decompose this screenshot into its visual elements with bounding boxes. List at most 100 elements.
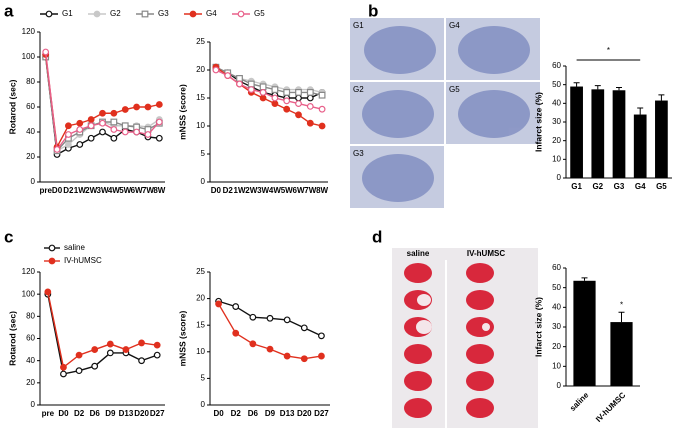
x-tick-label: D2 [63,186,74,195]
y-tick-label: 0 [31,177,36,186]
x-tick-label: D6 [90,409,101,418]
panel-letter: a [4,1,14,20]
y-tick-label: 80 [26,77,35,86]
point [110,118,118,126]
series-line [47,291,158,369]
point [99,119,106,127]
legend-marker [189,10,197,18]
point [232,303,240,310]
x-tick-label: G2 [592,182,603,191]
error-bar [594,85,601,90]
point [138,357,145,365]
point [224,72,232,79]
point [76,119,84,127]
x-tick-label: G4 [635,182,646,191]
legend-marker [48,244,56,252]
x-tick-label: G1 [571,182,582,191]
point [65,131,72,138]
slice [466,371,494,391]
point [318,352,325,360]
point [106,349,114,357]
point [271,100,279,107]
brain-slice [362,90,434,138]
y-tick-label: 10 [196,121,205,130]
point [212,66,220,74]
legend-label: IV-hUMSC [64,256,102,265]
y-tick-label: 10 [552,361,561,370]
point [295,100,302,107]
image-label: G3 [353,149,364,158]
panel-letter: c [4,227,13,246]
x-tick-label: 5W [281,186,293,195]
y-tick-label: 120 [22,27,36,36]
legend-marker [45,10,53,18]
point [266,345,274,353]
point [306,102,314,110]
y-tick-label: 0 [557,173,562,182]
point [249,340,257,348]
point [318,91,326,99]
point [236,74,243,82]
x-tick-label: G3 [614,182,625,191]
point [110,109,118,117]
point [153,351,161,359]
x-tick-label: 7W [142,186,154,195]
y-axis-label: Rotarod (sec) [7,79,17,134]
brain-slice [458,26,530,74]
y-tick-label: 40 [552,98,561,107]
y-tick-label: 30 [552,117,561,126]
point [153,341,161,349]
x-tick-label: D0 [211,186,222,195]
y-tick-label: 15 [196,320,205,329]
legend-label: G5 [254,9,265,18]
point [44,288,52,296]
point [155,134,163,142]
point [306,88,314,96]
point [318,105,326,113]
point [271,94,279,102]
point [87,122,95,130]
x-tick-label: pre [42,409,55,418]
infarct [416,320,432,334]
point [60,370,67,378]
y-tick-label: 30 [552,322,561,331]
point [138,339,145,347]
y-tick-label: 0 [557,381,562,390]
x-tick-label: D0 [58,409,69,418]
y-axis-label: Infarct size (%) [533,92,543,152]
point [295,111,302,119]
point [259,83,267,91]
y-tick-label: 120 [22,267,36,276]
x-tick-label: 2W [85,186,97,195]
x-tick-label: D27 [150,409,165,418]
series-line [215,66,323,96]
point [155,118,163,126]
x-tick-label: 1W [74,186,86,195]
point [121,128,129,136]
x-tick-label: D27 [314,409,329,418]
point [266,314,274,322]
legend-marker [237,10,245,18]
point [76,141,84,148]
slice [466,398,494,418]
y-tick-label: 50 [552,283,561,292]
x-tick-label: D20 [134,409,149,418]
y-tick-label: 100 [22,52,36,61]
y-tick-label: 15 [196,93,205,102]
point [53,146,61,153]
point [283,97,291,105]
y-axis-label: mNSS (score) [177,310,187,366]
slice [466,290,494,310]
annotation: * [620,300,623,309]
point [318,332,325,340]
y-tick-label: 5 [201,149,206,158]
series-line [44,56,160,156]
point [87,134,95,142]
legend-label: G2 [110,9,121,18]
point [76,126,84,133]
series-line [215,69,323,110]
infarct [417,294,431,306]
slice [466,263,494,283]
x-tick-label: IV-hUMSC [594,390,628,424]
